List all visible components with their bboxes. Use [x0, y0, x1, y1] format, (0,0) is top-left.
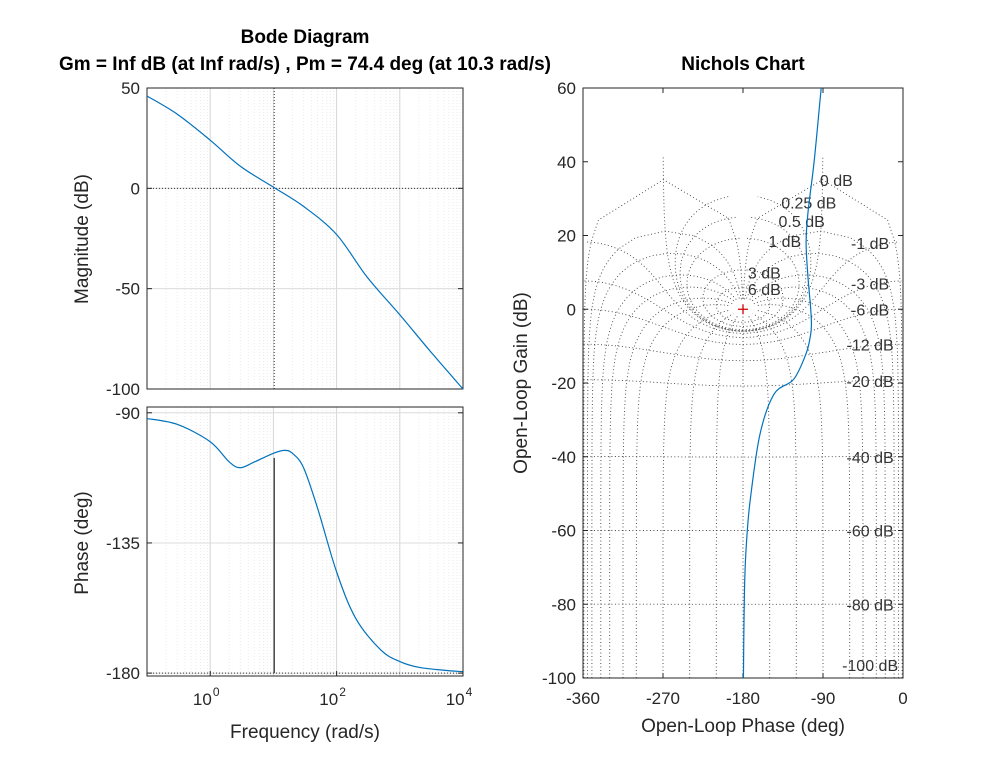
y-tick-label: -60	[551, 522, 576, 541]
y-tick-label: -80	[551, 595, 576, 614]
y-tick-label: 60	[557, 79, 576, 98]
open-loop-phase-axis-label: Open-Loop Phase (deg)	[641, 716, 845, 737]
bode-magnitude-panel: 50 0 -50 -100	[106, 79, 464, 399]
y-tick-label: 40	[557, 153, 576, 172]
phase-axis-label: Phase (deg)	[72, 491, 93, 595]
closed-loop-phase-contour	[662, 309, 731, 678]
closed-loop-phase-contour	[755, 309, 824, 678]
x-tick-exponent: 4	[466, 685, 473, 699]
x-tick-label: 104	[446, 685, 473, 709]
nichols-panel: 60 40 20 0 -20 -40 -60 -80 -100-360 -270 -180 -90 0 0…	[542, 79, 908, 708]
contour-label: 0.5 dB	[779, 214, 825, 231]
closed-loop-phase-contour	[752, 313, 797, 678]
closed-loop-phase-contour	[753, 297, 864, 678]
closed-loop-phase-contour	[635, 304, 731, 678]
magnitude-axis-label: Magnitude (dB)	[72, 174, 93, 304]
bode-phase-panel: -90 -135 -180 100 102 104	[106, 404, 473, 709]
frequency-axis-label: Frequency (rad/s)	[230, 722, 380, 743]
closed-loop-phase-contour	[755, 304, 851, 678]
closed-loop-phase-contour	[744, 230, 900, 678]
contour-label: 3 dB	[748, 265, 781, 282]
open-loop-response-curve	[742, 88, 822, 678]
closed-loop-gain-contour	[583, 308, 903, 345]
y-tick-label: -20	[551, 374, 576, 393]
closed-loop-phase-contour	[600, 274, 738, 678]
contour-label: -40 dB	[847, 450, 894, 467]
contour-label: -100 dB	[842, 658, 898, 675]
contour-label: -6 dB	[851, 302, 889, 319]
x-tick-label: 102	[319, 685, 346, 709]
y-tick-label: 50	[121, 79, 140, 98]
y-tick-label: -50	[115, 280, 140, 299]
contour-label: -3 dB	[851, 276, 889, 293]
closed-loop-phase-contour	[622, 297, 733, 678]
closed-loop-phase-contour	[742, 179, 903, 678]
y-tick-label: -90	[115, 404, 140, 423]
magnitude-curve	[146, 95, 464, 390]
open-loop-gain-axis-label: Open-Loop Gain (dB)	[511, 292, 532, 474]
x-tick-exponent: 2	[339, 685, 346, 699]
contour-label: -80 dB	[847, 597, 894, 614]
y-tick-label: 20	[557, 227, 576, 246]
critical-point-marker	[738, 304, 748, 315]
y-tick-label: -40	[551, 448, 576, 467]
phase-curve	[146, 417, 464, 673]
y-tick-label: -180	[106, 664, 140, 683]
x-tick-label: -270	[646, 689, 680, 708]
y-tick-label: 0	[131, 179, 140, 198]
closed-loop-phase-contour	[748, 274, 886, 678]
contour-label: -20 dB	[847, 374, 894, 391]
closed-loop-phase-contour	[583, 179, 744, 678]
x-tick-label: -360	[566, 689, 600, 708]
y-tick-label: -100	[106, 380, 140, 399]
contour-label: 0 dB	[820, 173, 853, 190]
x-tick-label: -90	[811, 689, 836, 708]
closed-loop-phase-contour	[750, 286, 877, 678]
contour-label: 1 dB	[768, 234, 801, 251]
contour-label: -12 dB	[847, 337, 894, 354]
closed-loop-phase-contour	[715, 315, 739, 678]
closed-loop-phase-contour	[609, 286, 736, 678]
contour-label: -60 dB	[847, 524, 894, 541]
contour-label: 6 dB	[748, 282, 781, 299]
closed-loop-phase-contour	[591, 252, 741, 678]
x-tick-label: 0	[898, 689, 907, 708]
x-tick-exponent: 0	[213, 685, 220, 699]
closed-loop-phase-contour	[747, 315, 771, 678]
y-tick-label: -135	[106, 534, 140, 553]
closed-loop-phase-contour	[689, 313, 734, 678]
nichols-grid	[583, 157, 903, 678]
x-tick-label: -180	[726, 689, 760, 708]
y-tick-label: 0	[567, 300, 576, 319]
bode-margin-subtitle: Gm = Inf dB (at Inf rad/s) , Pm = 74.4 d…	[59, 54, 551, 75]
closed-loop-phase-contour	[586, 230, 742, 678]
axes-box	[146, 406, 464, 677]
closed-loop-gain-contour	[686, 237, 800, 331]
closed-loop-phase-contour	[745, 252, 895, 678]
closed-loop-gain-contour	[715, 286, 771, 323]
bode-title: Bode Diagram	[241, 27, 370, 48]
y-tick-label: -100	[542, 669, 576, 688]
contour-label: -1 dB	[851, 236, 889, 253]
nichols-title: Nichols Chart	[681, 54, 805, 75]
axes-box	[146, 87, 464, 390]
x-tick-label: 100	[193, 685, 220, 709]
